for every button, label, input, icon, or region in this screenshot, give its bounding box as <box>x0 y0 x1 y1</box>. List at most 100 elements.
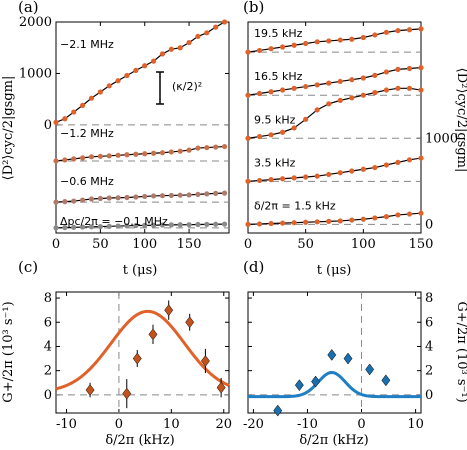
b-data-point <box>360 92 366 98</box>
x-axis-label-d: δ/2π (kHz) <box>299 433 368 448</box>
b-data-point <box>326 80 332 86</box>
d-ytick-label-0: 0 <box>425 388 433 403</box>
x-axis-label-a: t (μs) <box>123 263 158 278</box>
a-data-point <box>71 224 77 230</box>
a-data-point <box>195 33 201 40</box>
b-data-point <box>303 219 309 225</box>
c-data-point-1 <box>122 387 132 400</box>
a-data-point <box>115 223 121 229</box>
a-data-point <box>221 221 228 227</box>
d-data-point-3 <box>327 349 337 361</box>
b-data-point <box>406 27 413 33</box>
a-data-point <box>62 157 68 163</box>
b-data-point <box>360 34 366 41</box>
b-data-point <box>291 42 297 48</box>
a-data-point <box>168 149 174 155</box>
a-data-point <box>106 223 112 229</box>
b-data-point <box>268 177 274 183</box>
a-data-point <box>97 223 103 230</box>
d-ytick-label-1: 2 <box>425 364 433 379</box>
panel-letter-c: (c) <box>18 258 38 276</box>
b-data-point <box>360 166 366 172</box>
d-data-point-4 <box>343 352 353 365</box>
b-data-point <box>256 47 263 54</box>
b-series-label-3: 3.5 kHz <box>254 156 296 169</box>
b-data-point <box>372 164 378 171</box>
d-data-point-0 <box>273 404 283 417</box>
a-data-point <box>62 224 68 231</box>
b-data-point <box>360 216 366 222</box>
c-ytick-label-2: 4 <box>44 339 52 354</box>
a-data-point <box>97 89 103 95</box>
a-data-point <box>159 193 166 199</box>
a-data-point <box>186 222 192 228</box>
a-data-point <box>124 223 130 229</box>
b-data-point <box>372 90 378 96</box>
a-data-point <box>133 67 139 73</box>
a-data-point <box>150 58 157 64</box>
panel-b: (b) 0 50 100 150 0 1000 19.5 kHz 16.5 kHz 9.5 kH… <box>243 0 467 278</box>
d-data-point-2 <box>311 375 321 388</box>
b-data-point <box>349 168 355 174</box>
b-data-point <box>303 174 309 180</box>
b-data-point <box>326 171 332 178</box>
b-xtick-label-0: 0 <box>244 237 252 252</box>
b-ytick-label-1: 1000 <box>425 131 458 146</box>
b-data-point <box>395 85 401 91</box>
a-data-point <box>204 191 210 197</box>
a-data-point <box>62 199 68 205</box>
a-data-point <box>213 190 219 196</box>
panel-a: (a) 0 50 100 150 0 1000 2000 −2.1 MHz −1.2 MHz −0… <box>1 0 230 278</box>
a-data-point <box>159 51 166 57</box>
a-data-point <box>80 155 86 161</box>
a-xtick-label-3: 150 <box>177 237 202 252</box>
y-axis-label-b: ⟨D²⟩cyc/2|gsgm| <box>454 68 467 173</box>
b-data-point <box>406 157 413 163</box>
a-data-point <box>71 109 77 115</box>
a-ytick-label-1: 1000 <box>19 66 52 81</box>
c-ytick-label-3: 6 <box>44 315 52 330</box>
a-xtick-label-1: 50 <box>92 237 109 252</box>
b-data-point <box>360 75 366 81</box>
b-data-point <box>303 116 309 122</box>
a-data-point <box>177 148 183 154</box>
b-data-point <box>337 218 343 224</box>
b-data-point <box>383 69 389 75</box>
b-data-point <box>280 129 286 135</box>
a-xtick-label-2: 100 <box>132 237 157 252</box>
a-data-point <box>186 192 192 198</box>
b-ytick-label-0: 0 <box>425 217 433 232</box>
a-data-point <box>133 151 139 157</box>
a-data-point <box>159 150 166 156</box>
a-data-point <box>186 147 192 153</box>
a-data-point <box>204 221 210 227</box>
a-data-point <box>142 193 148 200</box>
b-data-point <box>418 65 424 71</box>
b-data-point <box>372 215 378 221</box>
a-data-point <box>150 222 157 228</box>
b-fit-line-1 <box>247 67 422 96</box>
a-data-point <box>177 222 183 228</box>
b-data-point <box>337 97 343 103</box>
c-data-point-5 <box>185 316 195 329</box>
axes-frame-a <box>55 21 230 234</box>
b-data-point <box>314 82 320 88</box>
a-data-point <box>133 222 139 229</box>
a-series-label-3: Δpc/2π = −0.1 MHz <box>60 215 168 228</box>
y-axis-label-a: ⟨D²⟩cyc/2|gsgm| <box>1 76 16 181</box>
y-axis-label-d: G+/2π (10³ s⁻¹) <box>454 301 467 402</box>
d-data-point-1 <box>294 379 304 392</box>
d-fit-curve <box>248 370 421 399</box>
axes-frame-c <box>55 291 230 414</box>
y-axis-label-c: G+/2π (10³ s⁻¹) <box>1 301 16 402</box>
b-data-point <box>314 39 320 45</box>
b-data-point <box>418 210 424 216</box>
a-data-point <box>133 194 139 200</box>
b-data-point <box>280 220 286 226</box>
a-data-point <box>213 144 219 150</box>
a-data-point <box>195 145 201 151</box>
b-fit-line-3 <box>247 157 422 182</box>
c-xtick-label-0: -10 <box>56 417 77 432</box>
b-data-point <box>245 92 251 98</box>
